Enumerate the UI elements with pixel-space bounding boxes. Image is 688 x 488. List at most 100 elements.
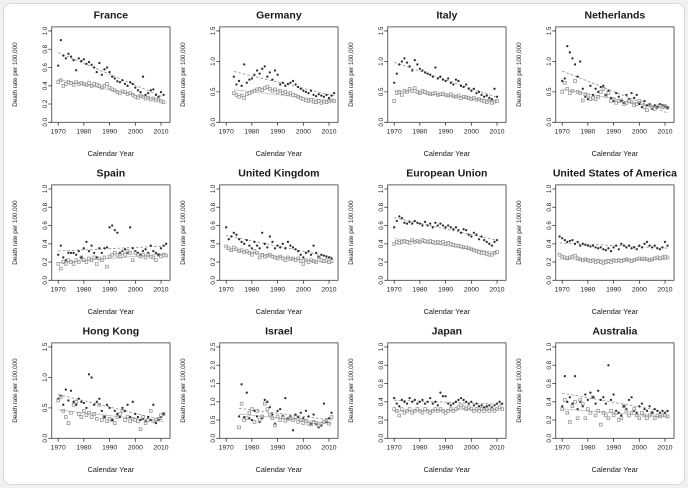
data-point-open-square (102, 415, 107, 419)
data-point-filled (289, 415, 292, 418)
data-point-open-square (79, 255, 84, 260)
data-point-open-square (239, 248, 244, 252)
x-tick-label: 1990 (102, 287, 117, 294)
data-point-open-square (161, 100, 166, 104)
data-point-filled (398, 215, 401, 218)
data-point-filled (597, 389, 600, 393)
data-point-filled (400, 398, 404, 402)
data-point-open-square (596, 409, 600, 413)
data-point-filled (480, 404, 483, 407)
data-point-open-square (490, 407, 494, 411)
data-point-filled (658, 411, 662, 414)
trend-line-upper-filled (58, 245, 167, 252)
subplot-svg-israel: Israel Death rate per 100,000 1970 1980 1990… (180, 326, 339, 474)
data-point-filled (599, 246, 602, 249)
x-tick-label: 2000 (296, 445, 311, 452)
data-point-filled (666, 106, 669, 109)
data-point-open-square (397, 413, 402, 418)
data-point-filled (495, 95, 499, 98)
data-point-open-square (627, 413, 631, 418)
data-point-filled (245, 81, 248, 84)
data-point-filled (405, 61, 409, 64)
data-point-filled (276, 409, 279, 413)
data-point-open-square (487, 98, 492, 103)
data-point-filled (237, 79, 241, 83)
data-point-filled (607, 247, 610, 250)
data-point-filled (584, 95, 587, 98)
data-point-open-square (105, 264, 109, 269)
data-point-filled (95, 70, 98, 74)
data-point-open-square (619, 98, 624, 103)
data-point-filled (620, 414, 623, 417)
data-point-filled (568, 51, 572, 54)
data-point-filled (317, 93, 320, 96)
data-point-filled (607, 89, 610, 92)
data-point-open-square (232, 91, 236, 95)
x-tick-label: 1980 (580, 129, 595, 136)
data-point-open-square (71, 83, 76, 87)
data-point-open-square (56, 398, 60, 403)
data-point-filled (651, 411, 654, 414)
data-point-filled (418, 222, 421, 225)
data-point-filled (95, 400, 98, 404)
data-point-filled (253, 409, 256, 413)
data-point-open-square (410, 88, 414, 93)
data-point-filled (243, 63, 246, 66)
data-point-filled (635, 248, 638, 251)
data-point-filled (284, 397, 287, 400)
data-point-filled (141, 75, 145, 78)
subplot-svg-netherlands: Netherlands Death rate per 100,000 1970 198… (516, 9, 675, 158)
data-point-open-square (245, 249, 249, 253)
x-tick-label: 2000 (464, 129, 479, 136)
data-point-open-square (283, 90, 288, 94)
data-point-filled (266, 75, 269, 78)
data-point-open-square (97, 256, 102, 261)
data-point-filled (661, 246, 664, 249)
data-point-filled (418, 67, 421, 70)
data-point-open-square (650, 411, 654, 415)
subplot-svg-european-union: European Union Death rate per 100,000 1970… (348, 167, 507, 316)
data-point-open-square (601, 87, 606, 91)
data-point-filled (561, 237, 564, 240)
subplot-title: Spain (97, 167, 126, 179)
data-point-filled (470, 400, 473, 404)
data-point-filled (581, 242, 584, 246)
data-point-open-square (138, 427, 143, 432)
y-tick-label: 0.0 (210, 275, 217, 284)
data-point-open-square (591, 258, 595, 263)
data-point-open-square (609, 409, 613, 413)
data-point-open-square (456, 405, 461, 410)
data-point-filled (573, 242, 577, 246)
data-point-filled (100, 409, 103, 413)
y-tick-label: 0.8 (42, 202, 49, 211)
series-lower-open (557, 253, 670, 265)
data-point-filled (439, 391, 442, 394)
data-point-filled (625, 246, 628, 249)
data-point-filled (309, 89, 313, 92)
data-point-open-square (293, 415, 298, 419)
data-point-filled (431, 402, 434, 405)
data-point-filled (498, 400, 501, 404)
x-tick-label: 1990 (102, 129, 117, 136)
data-point-filled (483, 95, 486, 98)
data-point-filled (398, 63, 401, 66)
data-point-filled (411, 222, 414, 225)
data-point-filled (268, 71, 271, 74)
y-axis-label: Death rate per 100,000 (12, 42, 19, 107)
data-point-filled (279, 246, 282, 249)
data-point-filled (429, 222, 432, 225)
y-tick-label: 0.2 (42, 99, 49, 108)
data-point-filled (271, 240, 274, 244)
y-tick-label: 1.0 (546, 57, 553, 66)
data-point-filled (294, 413, 297, 416)
data-point-open-square (64, 415, 68, 419)
data-point-filled (279, 83, 282, 86)
y-tick-label: 0.4 (42, 81, 49, 90)
x-tick-label: 1970 (219, 129, 234, 136)
data-point-open-square (56, 262, 60, 266)
data-point-filled (129, 415, 132, 419)
data-point-open-square (316, 255, 321, 260)
x-axis-label: Calendar Year (424, 149, 471, 158)
x-tick-label: 1990 (606, 129, 621, 136)
x-tick-label: 1990 (438, 129, 453, 136)
